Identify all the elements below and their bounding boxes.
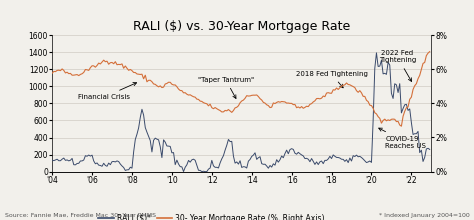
Legend: RALI ($)*, 30- Year Mortgage Rate (%, Right Axis): RALI ($)*, 30- Year Mortgage Rate (%, Ri…	[95, 211, 328, 220]
Text: "Taper Tantrum": "Taper Tantrum"	[198, 77, 254, 98]
Title: RALI ($) vs. 30-Year Mortgage Rate: RALI ($) vs. 30-Year Mortgage Rate	[133, 20, 350, 33]
Text: * Indexed January 2004=100: * Indexed January 2004=100	[379, 213, 469, 218]
Text: 2022 Fed
Tightening: 2022 Fed Tightening	[379, 50, 416, 81]
Text: Financial Crisis: Financial Crisis	[78, 82, 137, 100]
Text: Source: Fannie Mae, Freddie Mac 30- Year PMMS: Source: Fannie Mae, Freddie Mac 30- Year…	[5, 213, 156, 218]
Text: 2018 Fed Tightening: 2018 Fed Tightening	[296, 71, 367, 88]
Text: COVID-19
Reaches US: COVID-19 Reaches US	[379, 128, 426, 149]
